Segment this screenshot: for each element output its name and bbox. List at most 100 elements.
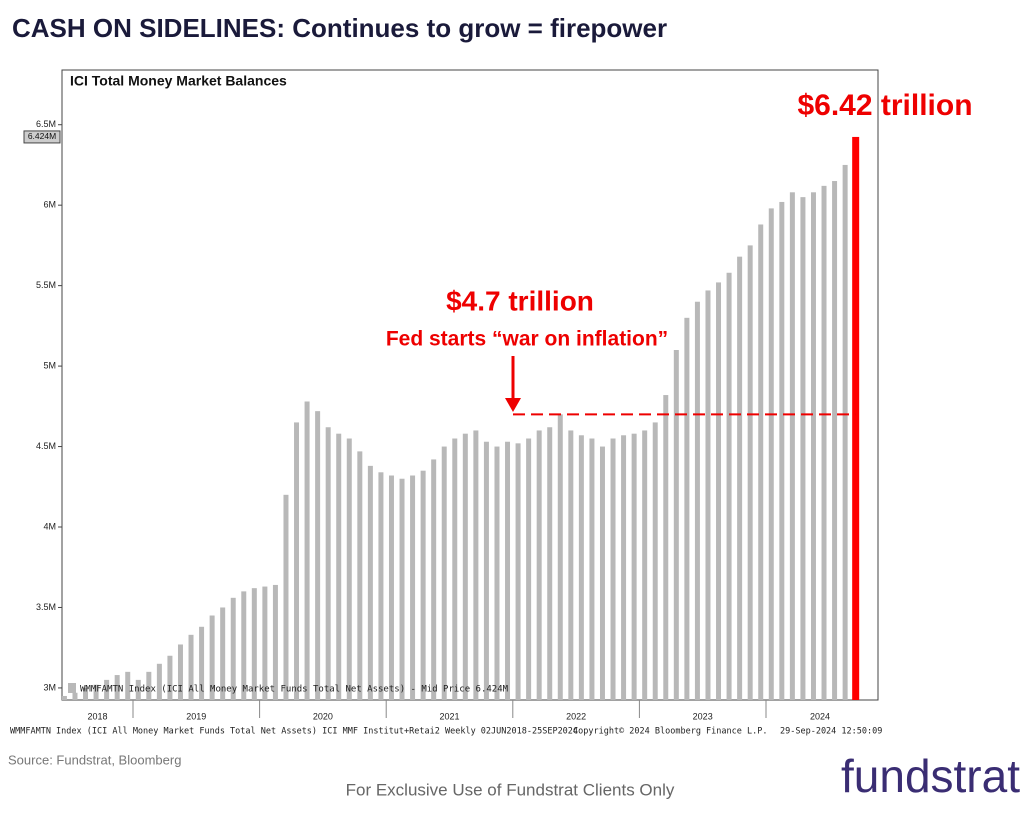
bar <box>505 441 511 700</box>
annotation: $4.7 trillion <box>446 285 594 316</box>
plot-frame <box>61 69 879 701</box>
last-price-box <box>23 130 61 144</box>
bar <box>536 430 542 700</box>
bar <box>557 414 563 700</box>
bar <box>156 663 162 700</box>
bar <box>272 584 278 700</box>
bar <box>642 430 648 700</box>
bar <box>125 671 131 700</box>
bar <box>399 478 405 700</box>
bar <box>388 475 394 700</box>
bar <box>135 679 141 700</box>
y-tick-label: 6M <box>43 200 56 210</box>
legend-swatch <box>68 683 76 693</box>
bar <box>800 197 806 700</box>
y-tick-label: 6.5M <box>36 119 56 129</box>
y-tick-label: 4M <box>43 521 56 531</box>
bar <box>684 317 690 700</box>
bar <box>452 438 458 700</box>
last-price-label: 6.424M <box>28 131 56 141</box>
slide-title: CASH ON SIDELINES: Continues to grow = f… <box>12 13 667 43</box>
bar <box>104 679 110 700</box>
bar <box>810 192 816 701</box>
x-tick-label: 2021 <box>439 711 459 721</box>
source: Source: Fundstrat, Bloomberg <box>8 752 181 767</box>
y-tick-label: 3.5M <box>36 602 56 612</box>
footer: Copyright© 2024 Bloomberg Finance L.P. <box>573 727 767 737</box>
bar <box>167 655 173 700</box>
bar <box>188 634 194 700</box>
bar <box>747 245 753 701</box>
bar <box>483 441 489 700</box>
bar <box>336 433 342 700</box>
bar <box>779 201 785 700</box>
bar <box>547 427 553 700</box>
bar <box>304 401 310 700</box>
bar <box>578 435 584 700</box>
bar <box>93 684 99 700</box>
bar <box>610 438 616 700</box>
bar <box>631 433 637 700</box>
bar <box>294 422 300 700</box>
bar <box>72 692 78 700</box>
bar <box>357 451 363 700</box>
legend: WMMFAMTN Index (ICI All Money Market Fun… <box>80 685 509 695</box>
bar <box>758 224 764 700</box>
disclaimer: For Exclusive Use of Fundstrat Clients O… <box>346 780 675 799</box>
bar <box>367 465 373 700</box>
bar <box>726 272 732 700</box>
bar <box>789 192 795 701</box>
bar <box>283 494 289 700</box>
y-tick-label: 4.5M <box>36 441 56 451</box>
bar <box>230 597 236 700</box>
bar <box>61 695 67 700</box>
bar <box>378 472 384 700</box>
x-tick-label: 2022 <box>566 711 586 721</box>
x-tick-label: 2018 <box>87 711 107 721</box>
bar <box>494 446 500 700</box>
bar <box>673 350 679 700</box>
bar <box>705 290 711 700</box>
y-tick-label: 5.5M <box>36 280 56 290</box>
bar <box>209 615 215 700</box>
bar <box>114 675 120 700</box>
bar <box>431 459 437 700</box>
bar <box>346 438 352 700</box>
annotation: Fed starts “war on inflation” <box>386 328 668 351</box>
annotation: $6.42 trillion <box>797 89 972 122</box>
bar <box>526 438 532 700</box>
bar <box>621 435 627 700</box>
bar <box>220 607 226 700</box>
chart-title: ICI Total Money Market Balances <box>70 73 287 89</box>
bar <box>768 208 774 700</box>
y-tick-label: 3M <box>43 682 56 692</box>
bar <box>146 671 152 700</box>
bar <box>199 626 205 700</box>
x-tick-label: 2023 <box>693 711 713 721</box>
bar <box>663 395 669 700</box>
footer: 29-Sep-2024 12:50:09 <box>780 727 882 737</box>
bar <box>515 443 521 700</box>
bar <box>262 586 268 700</box>
bar <box>737 256 743 700</box>
bar <box>177 644 183 700</box>
x-tick-label: 2020 <box>313 711 333 721</box>
bar <box>842 164 848 701</box>
bar <box>589 438 595 700</box>
bar <box>315 411 321 700</box>
bar <box>694 301 700 700</box>
bar <box>410 475 416 700</box>
bar <box>821 185 827 701</box>
bar <box>251 588 257 700</box>
x-tick-label: 2019 <box>186 711 206 721</box>
bar <box>599 446 605 700</box>
footer: WMMFAMTN Index (ICI All Money Market Fun… <box>10 727 578 737</box>
y-tick-label: 5M <box>43 360 56 370</box>
bar <box>420 470 426 700</box>
bar <box>325 427 331 700</box>
bar <box>716 282 722 700</box>
arrow-head <box>505 398 521 412</box>
bar <box>462 433 468 700</box>
